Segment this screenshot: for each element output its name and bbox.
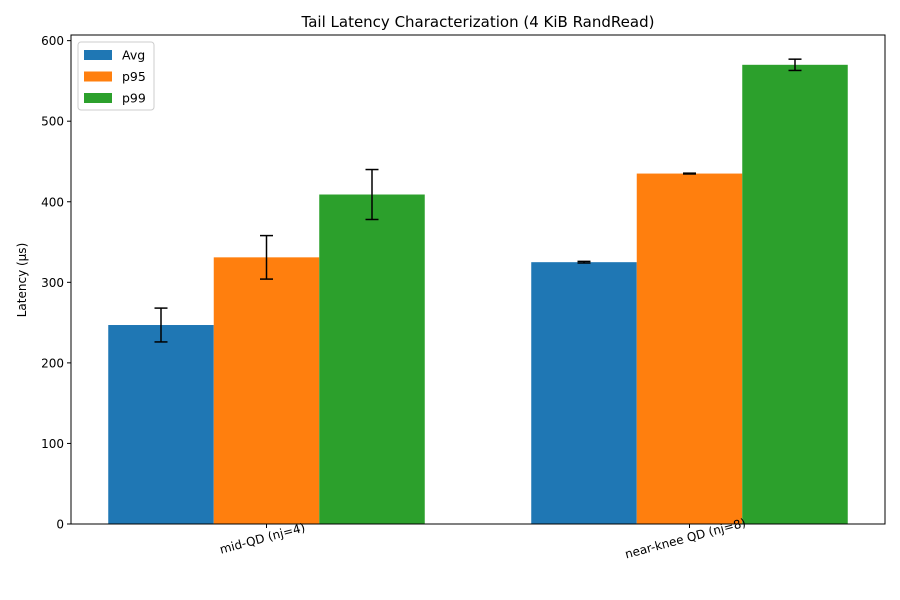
bar-p95-0 xyxy=(213,257,320,524)
y-tick-label: 200 xyxy=(41,356,64,370)
legend-label-p99: p99 xyxy=(122,91,146,106)
error-bar-p95-1 xyxy=(683,172,696,175)
y-tick-label: 500 xyxy=(41,115,64,129)
error-bar-p99-0 xyxy=(365,168,379,221)
y-tick-label: 0 xyxy=(56,518,64,532)
legend-swatch-avg xyxy=(84,50,112,60)
x-tick-label: mid-QD (nj=4) xyxy=(218,520,307,556)
legend: Avg p95 p99 xyxy=(77,41,155,111)
bar-p95-1 xyxy=(636,173,743,525)
y-tick-label: 300 xyxy=(41,276,64,290)
legend-label-avg: Avg xyxy=(122,48,145,63)
chart-title: Tail Latency Characterization (4 KiB Ran… xyxy=(301,13,655,31)
bar-p99-1 xyxy=(742,64,848,524)
legend-label-p95: p95 xyxy=(122,69,146,84)
bar-p99-0 xyxy=(319,194,425,524)
y-tick-label: 100 xyxy=(41,437,64,451)
error-bar-p99-1 xyxy=(788,58,802,72)
legend-swatch-p95 xyxy=(84,71,112,82)
error-bar-avg-0 xyxy=(154,307,168,343)
legend-swatch-p99 xyxy=(84,93,112,103)
plot-frame xyxy=(70,34,886,525)
error-bar-avg-1 xyxy=(577,260,591,264)
bar-avg-1 xyxy=(531,262,637,524)
y-tick-label: 600 xyxy=(41,34,64,48)
bar-avg-0 xyxy=(108,325,214,524)
y-axis-title: Latency (µs) xyxy=(15,243,29,318)
error-bar-p95-0 xyxy=(260,234,273,280)
y-tick-label: 400 xyxy=(41,195,64,209)
